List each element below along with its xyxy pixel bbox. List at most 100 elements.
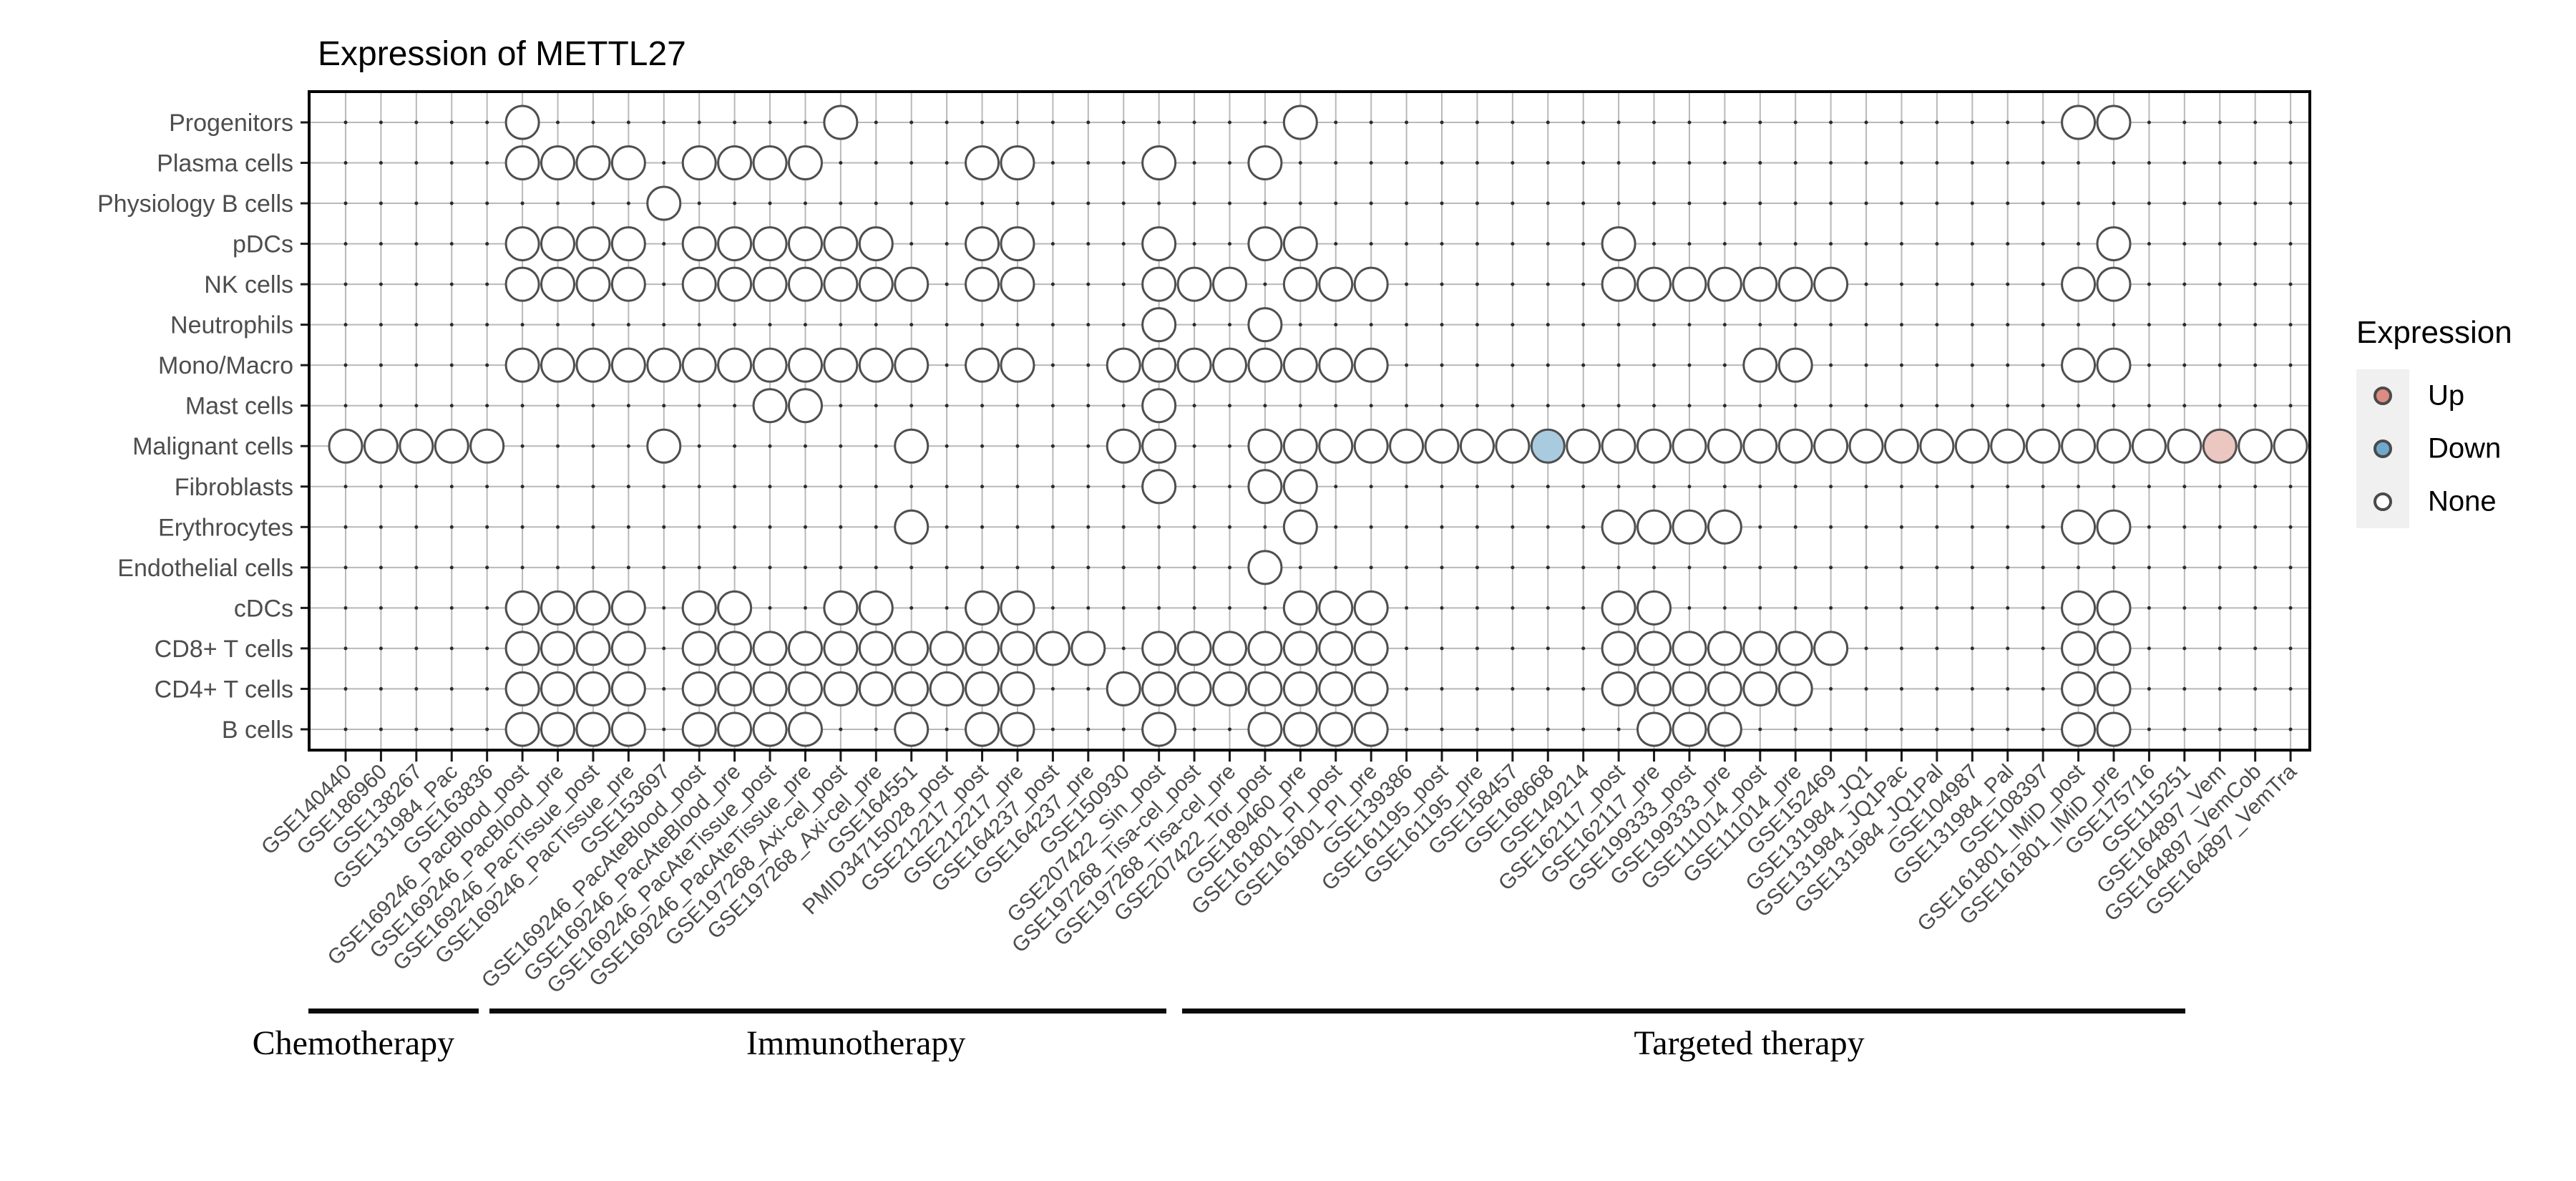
grid-dot bbox=[2182, 565, 2187, 570]
grid-dot bbox=[1546, 565, 1550, 570]
grid-dot bbox=[1157, 565, 1161, 570]
grid-dot bbox=[1970, 363, 1974, 367]
y-axis-label: Progenitors bbox=[169, 110, 293, 137]
grid-dot bbox=[1970, 485, 1974, 489]
grid-dot bbox=[1829, 363, 1833, 367]
grid-dot bbox=[1369, 525, 1373, 529]
grid-dot bbox=[485, 323, 489, 327]
grid-dot bbox=[1899, 727, 1903, 732]
grid-dot bbox=[874, 120, 878, 125]
expression-dot bbox=[787, 388, 823, 424]
up-dot-icon bbox=[2373, 387, 2392, 405]
grid-dot bbox=[2253, 404, 2258, 408]
grid-dot bbox=[2253, 282, 2258, 286]
grid-dot bbox=[874, 201, 878, 205]
grid-dot bbox=[1899, 404, 1903, 408]
grid-dot bbox=[1121, 606, 1126, 610]
expression-dot bbox=[1742, 671, 1778, 706]
grid-dot bbox=[1440, 727, 1444, 732]
legend-item-down: Down bbox=[2356, 422, 2512, 475]
grid-dot bbox=[733, 404, 737, 408]
grid-dot bbox=[1121, 404, 1126, 408]
expression-dot bbox=[2025, 428, 2061, 464]
grid-dot bbox=[556, 565, 560, 570]
expression-dot bbox=[1282, 347, 1318, 383]
expression-dot bbox=[1672, 631, 1707, 666]
grid-dot bbox=[874, 444, 878, 448]
grid-dot bbox=[2253, 686, 2258, 691]
expression-dot bbox=[1636, 266, 1672, 302]
y-axis-label: Erythrocytes bbox=[158, 514, 293, 541]
grid-dot bbox=[556, 120, 560, 125]
grid-dot bbox=[1722, 404, 1727, 408]
expression-dot bbox=[1601, 631, 1636, 666]
grid-dot bbox=[485, 363, 489, 367]
expression-dot bbox=[1742, 347, 1778, 383]
grid-dot bbox=[414, 686, 419, 691]
grid-dot bbox=[1405, 727, 1409, 732]
expression-dot bbox=[1813, 266, 1849, 302]
expression-dot bbox=[2273, 428, 2308, 464]
grid-dot bbox=[485, 606, 489, 610]
grid-dot bbox=[1050, 686, 1055, 691]
expression-dot bbox=[540, 347, 576, 383]
grid-dot bbox=[1334, 201, 1338, 205]
expression-dot bbox=[610, 145, 646, 181]
grid-dot bbox=[379, 282, 383, 286]
grid-dot bbox=[1722, 323, 1727, 327]
grid-dot bbox=[1440, 363, 1444, 367]
grid-dot bbox=[662, 120, 666, 125]
expression-dot bbox=[894, 671, 930, 706]
grid-dot bbox=[591, 485, 595, 489]
grid-dot bbox=[2147, 363, 2151, 367]
grid-dot bbox=[449, 404, 454, 408]
expression-dot bbox=[540, 145, 576, 181]
grid-dot bbox=[1652, 242, 1657, 246]
grid-dot bbox=[2182, 363, 2187, 367]
grid-dot bbox=[626, 565, 630, 570]
grid-dot bbox=[1015, 525, 1020, 529]
grid-dot bbox=[591, 201, 595, 205]
grid-dot bbox=[1687, 201, 1692, 205]
grid-dot bbox=[2288, 323, 2293, 327]
grid-dot bbox=[1121, 727, 1126, 732]
grid-dot bbox=[379, 525, 383, 529]
grid-dot bbox=[1192, 444, 1196, 448]
expression-dot bbox=[787, 711, 823, 747]
expression-dot bbox=[540, 711, 576, 747]
grid-dot bbox=[1405, 686, 1409, 691]
grid-dot bbox=[626, 120, 630, 125]
grid-dot bbox=[2253, 565, 2258, 570]
expression-dot bbox=[1566, 428, 1601, 464]
grid-dot bbox=[2147, 242, 2151, 246]
expression-dot bbox=[1247, 428, 1283, 464]
grid-dot bbox=[485, 161, 489, 165]
grid-dot bbox=[1369, 565, 1373, 570]
grid-dot bbox=[2218, 120, 2222, 125]
expression-dot bbox=[929, 631, 965, 666]
expression-dot bbox=[1353, 428, 1389, 464]
grid-dot bbox=[485, 242, 489, 246]
grid-dot bbox=[1687, 120, 1692, 125]
expression-dot bbox=[965, 226, 1000, 262]
grid-dot bbox=[1298, 565, 1302, 570]
grid-dot bbox=[874, 565, 878, 570]
grid-dot bbox=[1405, 323, 1409, 327]
expression-dot bbox=[894, 428, 930, 464]
expression-dot bbox=[717, 347, 753, 383]
grid-dot bbox=[1475, 525, 1479, 529]
grid-dot bbox=[414, 363, 419, 367]
expression-dot bbox=[965, 711, 1000, 747]
expression-dot bbox=[1282, 469, 1318, 505]
expression-dot bbox=[1318, 590, 1354, 626]
expression-dot bbox=[752, 226, 788, 262]
grid-dot bbox=[414, 201, 419, 205]
grid-dot bbox=[768, 444, 772, 448]
therapy-bar bbox=[308, 1009, 479, 1014]
grid-dot bbox=[1935, 565, 1939, 570]
grid-dot bbox=[414, 646, 419, 651]
grid-dot bbox=[626, 404, 630, 408]
expression-dot bbox=[2061, 631, 2097, 666]
grid-dot bbox=[1581, 161, 1586, 165]
grid-dot bbox=[343, 485, 348, 489]
